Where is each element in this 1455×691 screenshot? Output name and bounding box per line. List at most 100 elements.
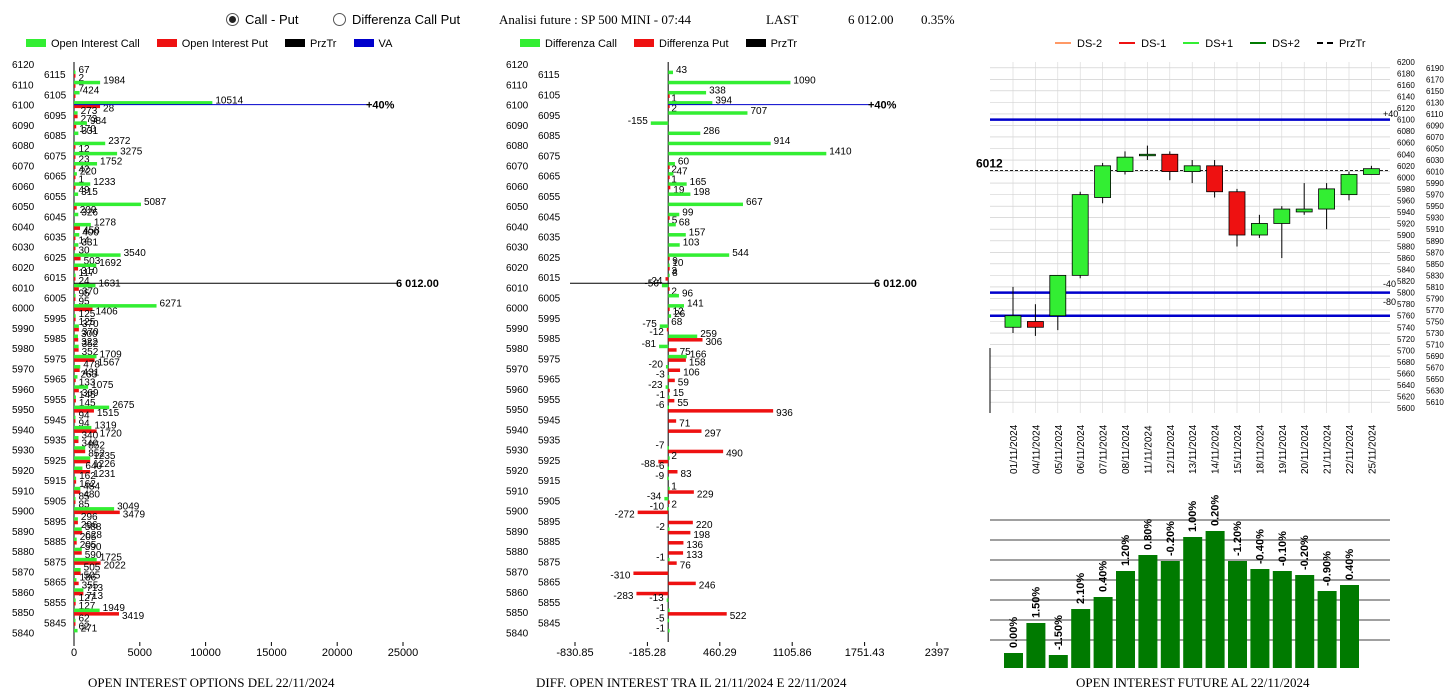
- price-tick-label: 5660: [1397, 369, 1415, 378]
- price-tick-label: 5930: [1426, 214, 1444, 223]
- oi-future-bar: [1250, 569, 1270, 668]
- price-tick-label: 6140: [1397, 93, 1415, 102]
- call-value-label: 271: [81, 623, 98, 634]
- diff-put-bar: [668, 358, 686, 362]
- strike-label: 5870: [12, 568, 35, 579]
- diff-put-bar: [668, 175, 670, 180]
- call-bar: [74, 466, 83, 470]
- va-label: +40%: [366, 100, 395, 112]
- strike-label: 5960: [12, 385, 35, 396]
- strike-label: 6090: [12, 121, 35, 132]
- call-bar: [74, 365, 81, 369]
- put-bar: [74, 165, 76, 169]
- call-value-label: 220: [80, 167, 97, 178]
- price-tick-label: 5760: [1397, 312, 1415, 321]
- strike-label: 5875: [538, 557, 561, 568]
- strike-label: 5925: [44, 456, 67, 467]
- oi-future-bar: [1116, 571, 1135, 668]
- call-bar: [74, 202, 141, 207]
- strike-label: 5965: [538, 375, 561, 386]
- price-tick-label: 6130: [1426, 98, 1444, 107]
- diff-call-bar: [668, 233, 686, 237]
- diff-put-label: -272: [615, 510, 635, 521]
- diff-call-bar: [667, 618, 670, 623]
- strike-label: 5905: [538, 496, 561, 507]
- diff-call-label: 2: [671, 451, 677, 462]
- diff-put-label: -310: [610, 571, 630, 582]
- radio-call-put[interactable]: Call - Put: [226, 12, 298, 27]
- diff-call-bar: [668, 172, 674, 176]
- diff-call-bar: [668, 395, 670, 399]
- diff-put-label: 1: [671, 93, 677, 104]
- strike-label: 6085: [44, 131, 67, 142]
- diff-put-label: 83: [680, 469, 692, 480]
- diff-call-label: 96: [682, 288, 694, 299]
- diff-put-label: 136: [686, 540, 703, 551]
- candle-body: [1027, 321, 1044, 328]
- diff-call-bar: [668, 314, 672, 318]
- strike-label: 5865: [44, 578, 67, 589]
- strike-label: 5915: [44, 476, 67, 487]
- radio-differenza[interactable]: Differenza Call Put: [333, 12, 460, 27]
- legend-diff-put: Differenza Put: [634, 38, 729, 50]
- price-tick-label: 5690: [1426, 352, 1444, 361]
- legend-va: VA: [353, 38, 392, 50]
- call-value-label: 590: [85, 542, 102, 553]
- call-bar: [74, 212, 79, 217]
- price-tick-label: 5870: [1426, 248, 1444, 257]
- strike-label: 5945: [538, 415, 561, 426]
- diff-put-bar: [633, 571, 669, 575]
- legend-ds-1: DS-1: [1119, 38, 1166, 50]
- put-bar: [74, 429, 97, 433]
- oi-future-label: 1.50%: [1030, 587, 1042, 618]
- put-bar: [74, 622, 76, 626]
- strike-label: 6105: [538, 90, 561, 101]
- candle-body: [1183, 165, 1201, 172]
- oi-future-bar: [1138, 555, 1158, 668]
- call-bar: [74, 425, 92, 430]
- put-bar: [74, 571, 81, 575]
- price-tick-label: 5940: [1397, 208, 1415, 217]
- strike-label: 6110: [506, 80, 528, 91]
- put-value-label: 1: [79, 175, 85, 186]
- call-bar: [74, 385, 89, 389]
- price-tick-label: 6160: [1397, 81, 1415, 90]
- diff-put-label: 9: [672, 256, 678, 267]
- put-value-label: 1720: [100, 428, 123, 439]
- diff-put-bar: [668, 216, 670, 220]
- call-value-label: 2372: [108, 136, 131, 147]
- put-value-label: 1515: [97, 408, 120, 419]
- diff-call-bar: [668, 70, 674, 75]
- put-value-label: 370: [82, 327, 99, 338]
- strike-label: 5860: [506, 588, 529, 599]
- price-tick-label: 5830: [1426, 271, 1444, 280]
- put-bar: [74, 206, 77, 210]
- call-value-label: 300: [81, 329, 98, 340]
- strike-label: 5955: [44, 395, 67, 406]
- diff-call-label: 26: [674, 309, 686, 320]
- strike-label: 6045: [44, 212, 67, 223]
- call-bar: [74, 375, 78, 379]
- call-value-label: 2675: [112, 400, 135, 411]
- diff-call-label: -1: [656, 390, 665, 401]
- call-bar: [74, 476, 77, 481]
- strike-label: 5855: [44, 598, 67, 609]
- strike-label: 6115: [538, 70, 560, 81]
- diff-call-label: -155: [628, 116, 648, 127]
- call-bar: [74, 131, 79, 136]
- call-bar: [74, 608, 100, 613]
- candle-body: [1273, 208, 1291, 224]
- strike-label: 5870: [506, 568, 529, 579]
- call-bar: [74, 507, 115, 511]
- diff-call-label: -6: [656, 400, 665, 411]
- strike-label: 5880: [506, 547, 529, 558]
- date-label: 13/11/2024: [1188, 424, 1199, 474]
- diff-call-label: -5: [656, 613, 665, 624]
- candle-body: [1116, 156, 1134, 172]
- strike-label: 5900: [506, 507, 529, 518]
- strike-label: 6095: [44, 111, 67, 122]
- diff-call-label: 544: [732, 248, 749, 259]
- strike-label: 5895: [538, 517, 561, 528]
- price-tick-label: 6020: [1397, 162, 1415, 171]
